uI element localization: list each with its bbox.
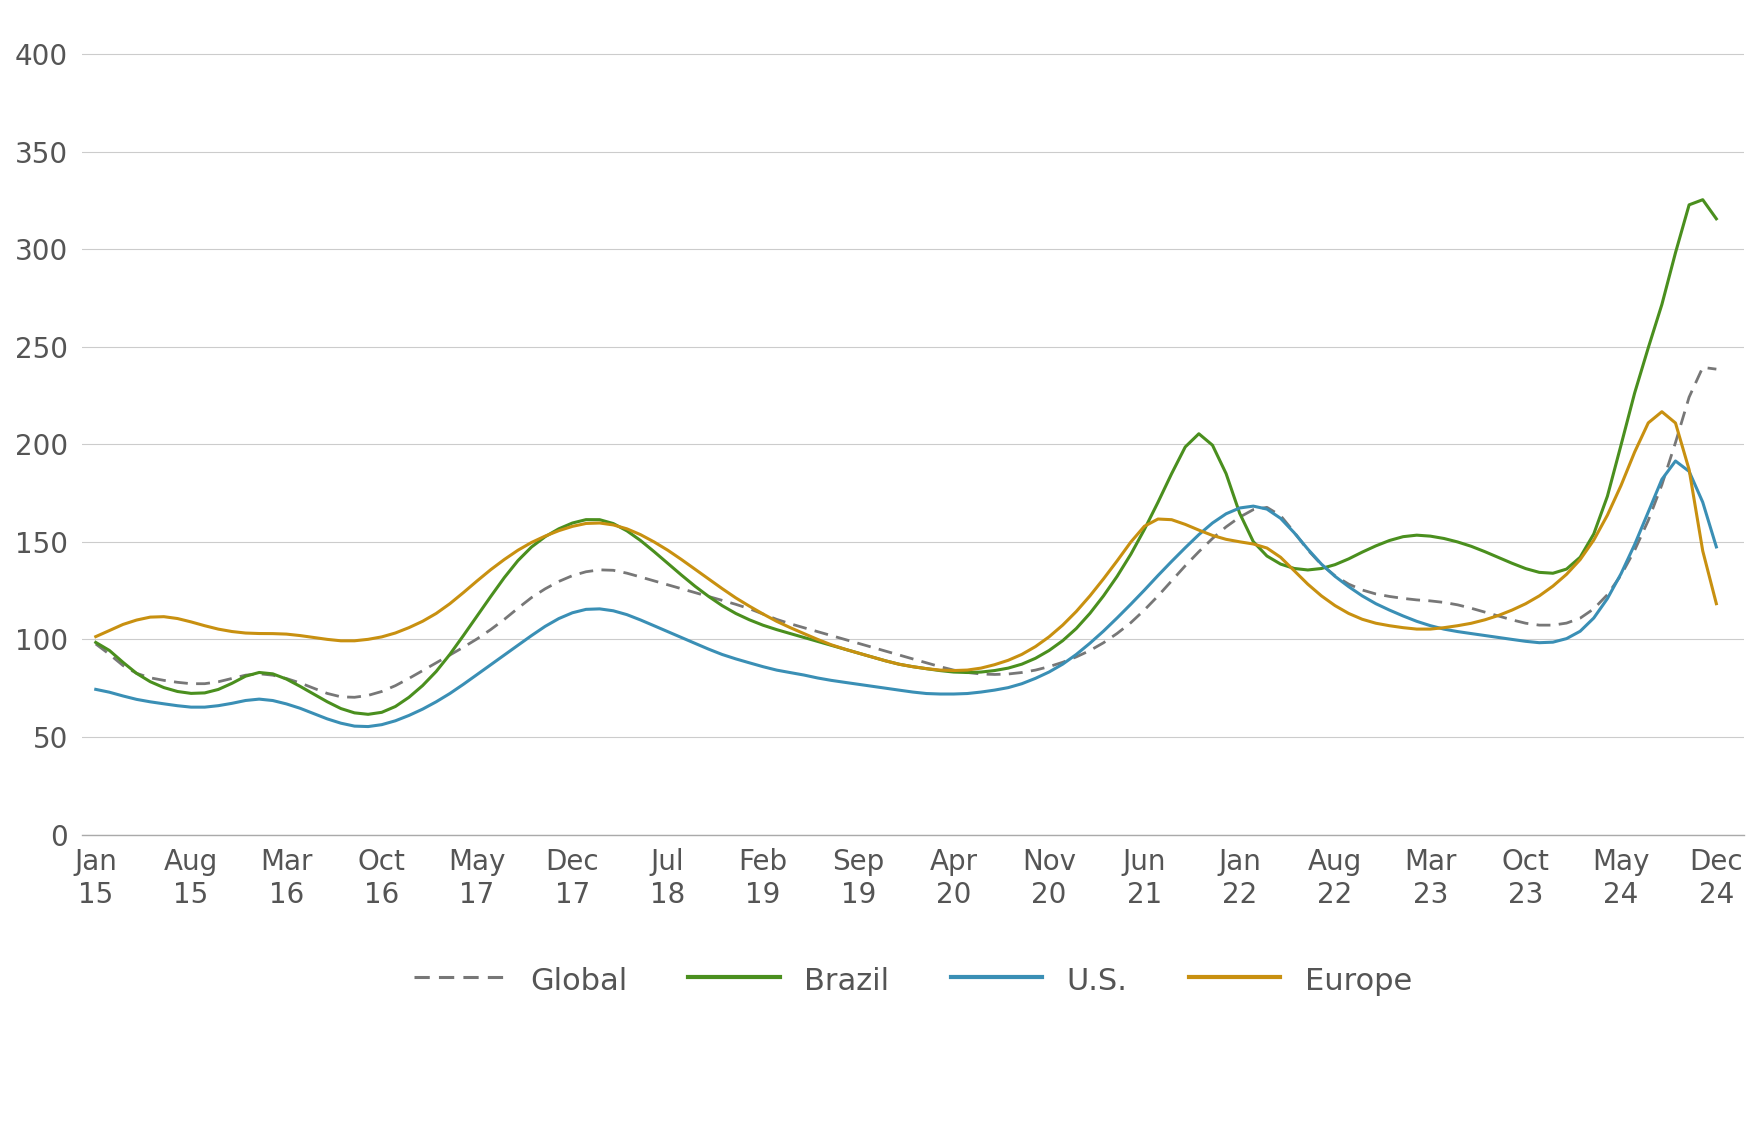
Global (1215, 520, 1236, 533)
Brazil (358, 707, 379, 721)
Brazil (1707, 212, 1728, 226)
Europe (943, 664, 964, 677)
Brazil (1215, 467, 1236, 481)
U.S. (534, 620, 555, 633)
Legend: Global, Brazil, U.S., Europe: Global, Brazil, U.S., Europe (402, 951, 1425, 1007)
U.S. (1215, 508, 1236, 521)
Europe (85, 630, 106, 643)
Brazil (85, 636, 106, 649)
Global (998, 667, 1019, 681)
Global (1707, 363, 1728, 376)
Global (344, 691, 365, 704)
Brazil (1692, 193, 1714, 207)
U.S. (1664, 455, 1685, 468)
Europe (522, 536, 543, 549)
Brazil (439, 648, 460, 661)
Global (85, 637, 106, 650)
Brazil (998, 661, 1019, 675)
Brazil (1379, 533, 1400, 547)
U.S. (85, 683, 106, 696)
U.S. (439, 687, 460, 701)
Europe (1652, 405, 1673, 419)
Europe (1678, 463, 1700, 476)
Global (1664, 436, 1685, 449)
Global (1692, 360, 1714, 374)
Line: U.S.: U.S. (95, 462, 1717, 727)
Europe (998, 654, 1019, 667)
Europe (1379, 619, 1400, 632)
Europe (425, 606, 446, 620)
U.S. (1678, 465, 1700, 478)
Europe (1707, 597, 1728, 611)
Europe (1215, 532, 1236, 546)
U.S. (1707, 540, 1728, 554)
Global (1379, 590, 1400, 603)
Global (534, 582, 555, 595)
U.S. (358, 720, 379, 733)
Brazil (1664, 246, 1685, 259)
U.S. (998, 681, 1019, 694)
Line: Global: Global (95, 367, 1717, 697)
U.S. (1379, 603, 1400, 617)
Line: Europe: Europe (95, 412, 1717, 670)
Brazil (534, 530, 555, 544)
Global (439, 648, 460, 661)
Line: Brazil: Brazil (95, 200, 1717, 714)
